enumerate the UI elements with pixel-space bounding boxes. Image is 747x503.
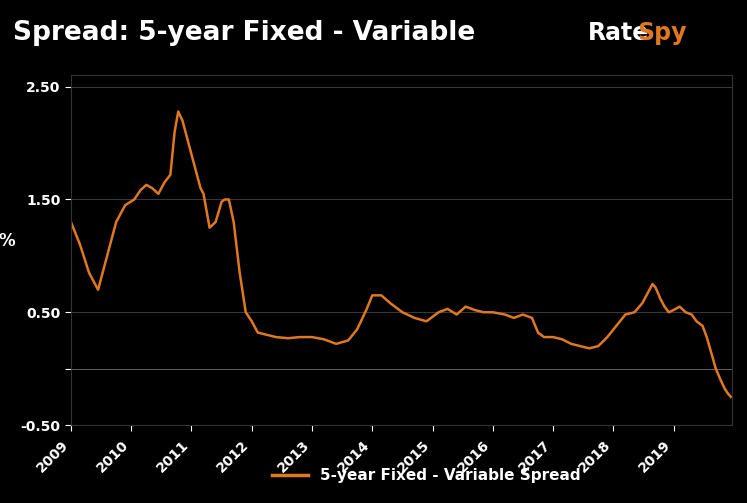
Text: 5-year Fixed - Variable Spread: 5-year Fixed - Variable Spread xyxy=(320,468,580,483)
Y-axis label: %: % xyxy=(0,232,15,250)
Text: Spread: 5-year Fixed - Variable: Spread: 5-year Fixed - Variable xyxy=(13,20,476,46)
Text: Rate: Rate xyxy=(588,21,649,45)
Text: Spy: Spy xyxy=(637,21,686,45)
